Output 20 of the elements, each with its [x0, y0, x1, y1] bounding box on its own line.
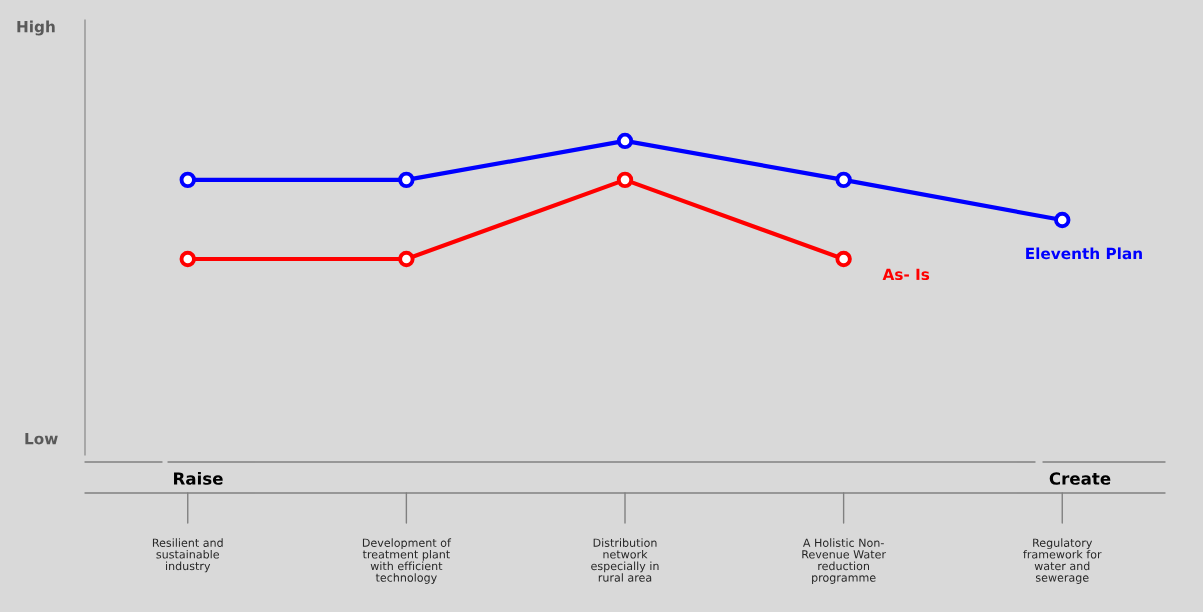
x-tick-label: Development of treatment plant with efficient technology: [362, 538, 452, 584]
text: Low: [25, 433, 58, 445]
point: [398, 250, 415, 268]
point: [179, 250, 196, 268]
x-tick-label: A Holistic Non- Revenue Water reduction programme: [802, 538, 887, 584]
point: [1054, 211, 1071, 229]
text: Eleventh Plan: [1026, 247, 1142, 260]
text: As- Is: [882, 268, 930, 281]
point: [179, 171, 196, 189]
x-tick-label: Resilient and sustainable industry: [152, 538, 223, 573]
point: [835, 250, 852, 268]
x-tick-label: Distribution network especially in rural area: [591, 538, 659, 582]
point: [616, 132, 634, 150]
point: [835, 171, 852, 189]
point: [398, 171, 415, 189]
text: Raise: [174, 471, 223, 485]
x-tick-label: Regulatory framework for water and sewerage: [1023, 538, 1102, 584]
point: [616, 171, 634, 189]
text: High: [17, 20, 55, 36]
text: Create: [1049, 472, 1111, 485]
